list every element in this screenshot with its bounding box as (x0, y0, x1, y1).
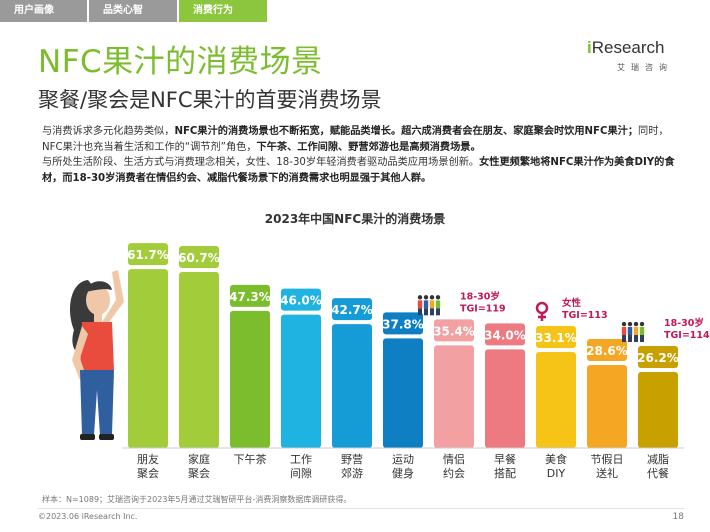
bars-group: 61.7%朋友聚会60.7%家庭聚会47.3%下午茶46.0%工作间隙42.7%… (122, 243, 684, 480)
value-label-box-4 (332, 298, 372, 321)
young-people-icon (417, 295, 441, 316)
category-label-5-0: 运动 (392, 453, 414, 466)
category-label-3-1: 间隙 (290, 466, 312, 480)
value-label-box-2 (230, 284, 270, 307)
bar-8 (536, 352, 576, 448)
value-label-box-1 (179, 245, 219, 268)
category-label-4-1: 郊游 (341, 467, 363, 480)
page-title: NFC果汁的消费场景 (38, 44, 323, 80)
sample-footnote: 样本：N=1089；艾瑞咨询于2023年5月通过艾瑞智研平台-消费洞察数据库调研… (42, 495, 352, 504)
female-icon (535, 301, 549, 315)
annotation-line1-2: 18-30岁 (664, 317, 704, 329)
value-label-8: 33.1% (535, 331, 577, 345)
tab-user-profile[interactable]: 用户画像 (0, 0, 87, 22)
bar-chart: 61.7%朋友聚会60.7%家庭聚会47.3%下午茶46.0%工作间隙42.7%… (70, 243, 710, 480)
value-label-3: 46.0% (280, 294, 322, 308)
annotation-line1-1: 女性 (562, 297, 582, 309)
category-label-0-0: 朋友 (137, 452, 159, 466)
page-subtitle: 聚餐/聚会是NFC果汁的首要消费场景 (38, 88, 382, 112)
top-tabs: 用户画像 品类心智 消费行为 (0, 0, 269, 22)
bar-6 (434, 345, 474, 448)
category-label-7-1: 搭配 (494, 467, 516, 480)
category-label-9-0: 节假日 (591, 452, 624, 466)
value-label-9: 28.6% (586, 344, 628, 358)
bar-2 (230, 310, 270, 448)
value-label-box-7 (485, 323, 525, 346)
category-label-7-0: 早餐 (494, 452, 516, 466)
logo-wordmark: iResearch (587, 38, 665, 57)
bar-1 (179, 271, 219, 448)
category-label-2-0: 下午茶 (234, 453, 267, 466)
category-label-5-1: 健身 (392, 466, 414, 480)
bar-4 (332, 324, 372, 448)
copyright: ©2023.06 iResearch Inc. (38, 512, 138, 521)
bar-0 (128, 269, 168, 448)
value-label-box-3 (281, 288, 321, 311)
value-label-10: 26.2% (637, 351, 679, 365)
logo-subtext: 艾瑞咨询 (617, 63, 673, 72)
intro-paragraph: 与消费诉求多元化趋势类似，NFC果汁的消费场景也不断拓宽，赋能品类增长。超六成消… (42, 126, 675, 184)
annotation-line2-0: TGI=119 (460, 303, 506, 314)
bar-10 (638, 372, 678, 448)
category-label-1-1: 聚会 (188, 467, 210, 480)
value-label-box-10 (638, 346, 678, 369)
category-label-4-0: 野营 (341, 452, 363, 466)
value-label-box-9 (587, 339, 627, 362)
annotation-line2-2: TGI=114 (664, 330, 710, 341)
value-label-box-8 (536, 326, 576, 349)
category-label-10-1: 代餐 (647, 466, 669, 480)
value-label-0: 61.7% (127, 248, 169, 262)
category-label-0-1: 聚会 (137, 467, 159, 480)
bar-3 (281, 314, 321, 448)
value-label-box-5 (383, 312, 423, 335)
value-label-box-0 (128, 243, 168, 266)
value-label-6: 35.4% (433, 324, 475, 338)
bar-7 (485, 349, 525, 448)
category-label-10-0: 减脂 (647, 452, 669, 466)
footer-divider (38, 508, 684, 509)
category-label-9-1: 送礼 (596, 466, 618, 480)
category-label-8-1: DIY (547, 467, 566, 480)
iresearch-logo: iResearch 艾瑞咨询 (587, 38, 677, 82)
young-people-icon (621, 321, 645, 343)
annotation-line2-1: TGI=113 (562, 310, 608, 321)
annotation-line1-0: 18-30岁 (460, 290, 500, 302)
category-label-3-0: 工作 (290, 453, 312, 466)
tab-consumer-behavior[interactable]: 消费行为 (179, 0, 267, 22)
category-label-8-0: 美食 (545, 452, 567, 466)
value-label-1: 60.7% (178, 251, 220, 265)
bar-5 (383, 338, 423, 448)
category-label-1-0: 家庭 (188, 452, 210, 466)
value-label-5: 37.8% (382, 317, 424, 331)
bar-9 (587, 365, 627, 448)
category-label-6-1: 约会 (443, 467, 465, 480)
value-label-2: 47.3% (229, 290, 271, 304)
value-label-7: 34.0% (484, 328, 526, 342)
category-label-6-0: 情侣 (443, 452, 465, 466)
woman-illustration (70, 270, 124, 440)
female-icon-cross (538, 313, 546, 322)
page-number: 18 (672, 512, 684, 522)
value-label-box-6 (434, 319, 474, 342)
tab-category-mindset[interactable]: 品类心智 (89, 0, 177, 22)
chart-title: 2023年中国NFC果汁的消费场景 (264, 212, 446, 226)
value-label-4: 42.7% (331, 303, 373, 317)
